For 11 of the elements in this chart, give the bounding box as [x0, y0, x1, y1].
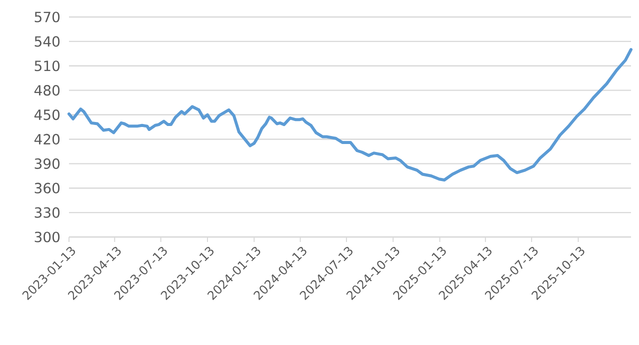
- y-tick-label: 510: [34, 60, 60, 72]
- y-tick-label: 360: [34, 182, 60, 194]
- y-tick-label: 540: [34, 36, 60, 47]
- y-tick-label: 300: [34, 232, 60, 242]
- y-tick-label: 450: [34, 109, 60, 120]
- y-tick-label: 330: [34, 207, 60, 218]
- y-tick-label: 390: [34, 158, 60, 169]
- line-series: [68, 48, 633, 182]
- y-tick-label: 570: [34, 12, 60, 22]
- y-tick-label: 420: [34, 134, 60, 145]
- y-tick-label: 480: [34, 85, 60, 96]
